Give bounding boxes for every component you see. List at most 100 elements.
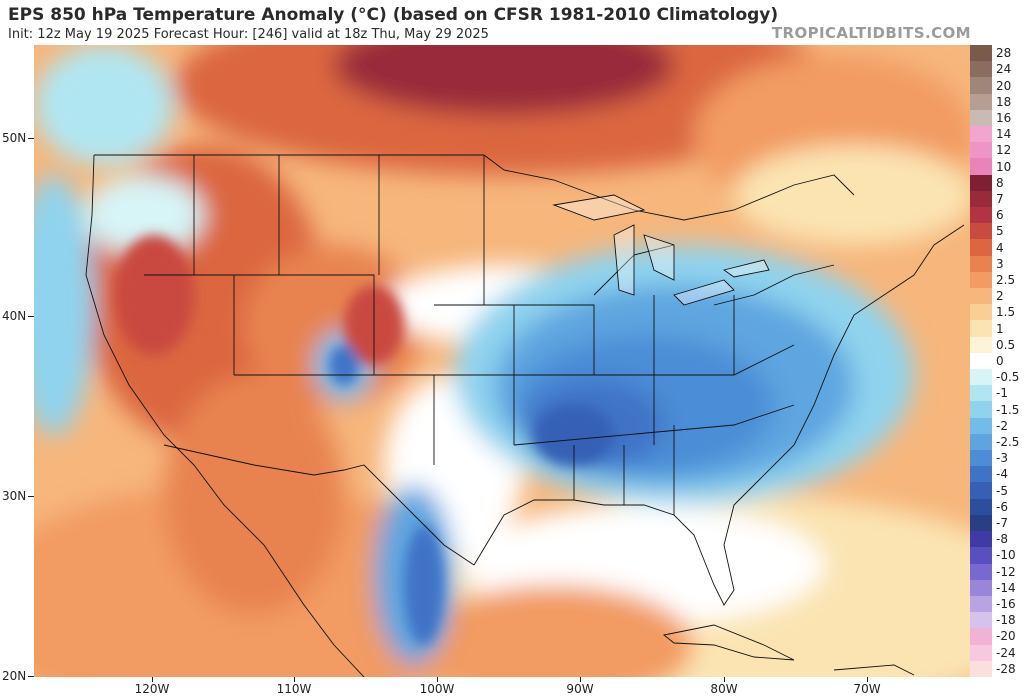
lon-label-80w: 80W [710,682,738,696]
colorbar-label: 16 [996,110,1012,125]
boundary-lines [85,154,965,677]
lon-tick-70w [867,677,868,682]
lon-tick-80w [724,677,725,682]
colorbar-label: 2 [996,289,1004,304]
colorbar-swatch [970,61,992,78]
colorbar-label: -20 [996,629,1016,644]
colorbar-swatch [970,207,992,224]
lat-tick-20n [28,676,34,677]
colorbar-swatch [970,498,992,515]
colorbar-swatch [970,304,992,321]
caribbean-islands [662,624,915,676]
colorbar-swatch [970,595,992,613]
lon-tick-120w [152,677,153,682]
lat-label-50n: 50N [2,131,27,145]
colorbar-label: 0.5 [996,337,1016,352]
colorbar-swatch [970,223,992,240]
colorbar-label: -10 [996,548,1016,563]
map-svg [34,45,970,677]
colorbar-swatch [970,612,992,629]
colorbar-label: -0.5 [996,370,1020,385]
colorbar-label: -2 [996,418,1008,433]
colorbar-label: 4 [996,240,1004,255]
colorbar-label: -18 [996,613,1016,628]
colorbar-label: -12 [996,564,1016,579]
colorbar-label: -1 [996,386,1008,401]
colorbar [970,45,992,677]
lat-tick-30n [28,496,34,497]
colorbar-swatch [970,93,992,110]
lon-tick-90w [580,677,581,682]
lon-label-90w: 90W [566,682,594,696]
great-lakes [552,194,770,306]
colorbar-label: -3 [996,451,1008,466]
colorbar-swatch [970,45,992,62]
colorbar-swatch [970,271,992,289]
colorbar-label: 10 [996,159,1012,174]
chart-title: EPS 850 hPa Temperature Anomaly (°C) (ba… [8,5,779,25]
colorbar-label: 8 [996,175,1004,190]
colorbar-swatch [970,239,992,256]
colorbar-swatch [970,352,992,370]
anomaly-map [34,45,970,677]
colorbar-swatch [970,514,992,532]
colorbar-swatch [970,288,992,305]
site-watermark: TROPICALTIDBITS.COM [771,24,971,42]
colorbar-label: 0 [996,354,1004,368]
lat-label-20n: 20N [2,669,27,683]
lon-tick-100w [437,677,438,682]
colorbar-label: -28 [996,661,1016,676]
colorbar-swatch [970,255,992,272]
colorbar-label: 6 [996,208,1004,223]
colorbar-label: 5 [996,224,1004,239]
lon-label-100w: 100W [419,682,455,696]
colorbar-label: -6 [996,499,1008,514]
colorbar-label: 24 [996,62,1012,77]
colorbar-swatch [970,450,992,467]
lat-tick-50n [28,138,34,139]
colorbar-swatch [970,547,992,564]
colorbar-swatch [970,579,992,596]
colorbar-swatch [970,531,992,548]
colorbar-swatch [970,466,992,483]
colorbar-swatch [970,369,992,386]
colorbar-label: 14 [996,127,1012,142]
colorbar-swatch [970,320,992,337]
colorbar-label: -4 [996,467,1008,482]
colorbar-label: -1.5 [996,402,1020,417]
colorbar-swatch [970,417,992,434]
colorbar-swatch [970,660,992,677]
colorbar-swatch [970,109,992,127]
colorbar-swatch [970,563,992,580]
colorbar-label: 1 [996,321,1004,336]
lon-label-70w: 70W [853,682,881,696]
colorbar-swatch [970,482,992,499]
colorbar-label: 1.5 [996,305,1016,320]
colorbar-label: 2.5 [996,272,1016,287]
colorbar-swatch [970,385,992,402]
colorbar-label: 20 [996,78,1012,93]
lon-tick-110w [294,677,295,682]
colorbar-swatch [970,142,992,159]
colorbar-label: 12 [996,143,1012,158]
colorbar-label: 3 [996,256,1004,271]
chart-subtitle: Init: 12z May 19 2025 Forecast Hour: [24… [8,27,489,42]
lat-label-40n: 40N [2,309,27,323]
colorbar-swatch [970,336,992,353]
colorbar-swatch [970,433,992,451]
colorbar-label: 18 [996,94,1012,109]
lon-label-120w: 120W [134,682,170,696]
colorbar-swatch [970,628,992,645]
colorbar-swatch [970,401,992,418]
colorbar-label: -5 [996,483,1008,498]
colorbar-label: -14 [996,580,1016,595]
colorbar-swatch [970,77,992,94]
lat-label-30n: 30N [2,489,27,503]
colorbar-label: 28 [996,46,1012,61]
colorbar-label: -24 [996,645,1016,660]
colorbar-swatch [970,644,992,661]
colorbar-label: -7 [996,516,1008,531]
lat-tick-40n [28,316,34,317]
lon-label-110w: 110W [276,682,312,696]
colorbar-swatch [970,190,992,208]
